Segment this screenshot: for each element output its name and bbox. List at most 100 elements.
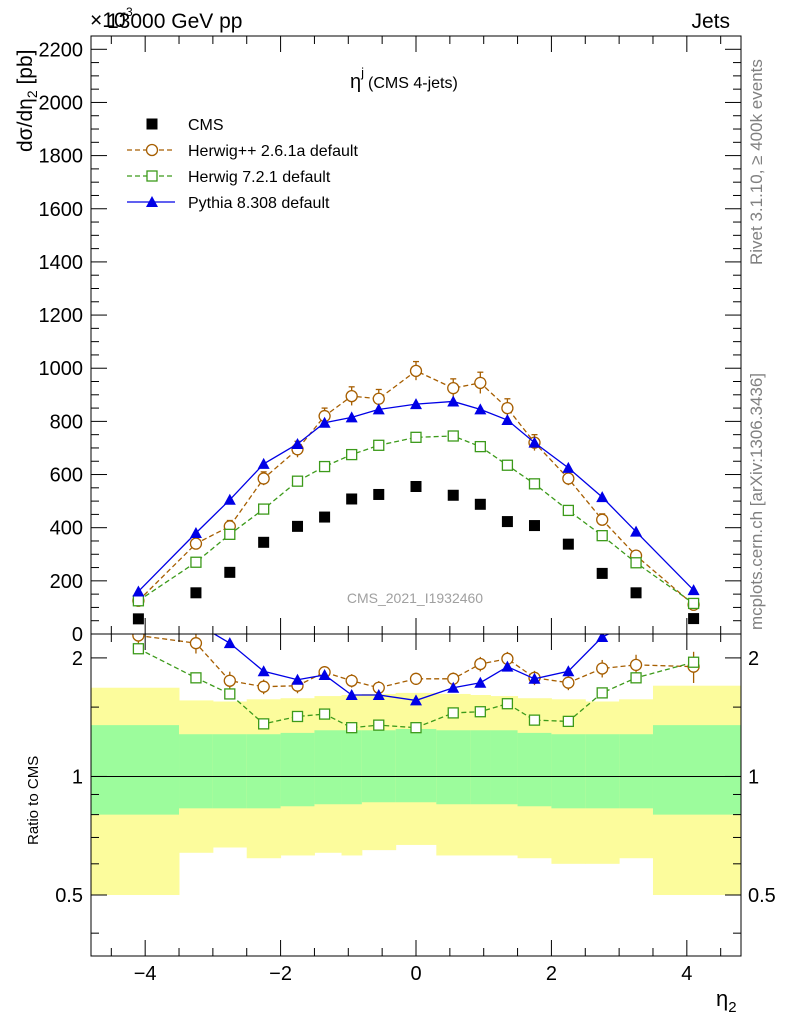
legend-label: CMS (188, 117, 224, 134)
data-point (132, 595, 145, 607)
inner-band-bin (517, 732, 552, 807)
ratio-point (562, 665, 575, 677)
ratio-point (629, 658, 643, 672)
data-point (223, 493, 236, 505)
data-point (528, 436, 541, 448)
data-point (630, 525, 643, 537)
data-point (292, 520, 304, 532)
data-point (501, 459, 514, 471)
plot-title: ηj(CMS 4-jets) (350, 65, 458, 93)
data-point (318, 416, 331, 428)
ratio-point (447, 681, 460, 693)
data-point (447, 489, 459, 501)
inner-band-bin (341, 730, 363, 805)
data-point (224, 566, 236, 578)
data-point (528, 478, 541, 490)
y-tick-label: 800 (50, 411, 83, 433)
data-point (501, 414, 514, 426)
x-tick-label: 2 (546, 963, 557, 985)
ratio-point (132, 643, 145, 655)
ratio-point (257, 680, 270, 693)
ratio-point (345, 674, 358, 687)
ratio-point (562, 676, 575, 689)
data-point (687, 584, 700, 596)
data-point (474, 440, 486, 453)
data-point (257, 472, 270, 485)
data-point (501, 401, 514, 415)
data-point (258, 503, 270, 515)
data-point (447, 395, 460, 407)
data-point (190, 556, 202, 568)
data-point (410, 431, 422, 443)
ratio-y-tick-label-right: 2 (748, 648, 759, 670)
ratio-y-tick-label-right: 1 (748, 766, 759, 788)
ratio-point (373, 719, 385, 731)
data-point (372, 403, 385, 415)
y-tick-label: 0 (72, 624, 83, 646)
inner-band-bin (91, 725, 180, 815)
x-tick-label: −4 (134, 963, 157, 985)
data-point (318, 460, 331, 473)
inner-band-bin (395, 728, 437, 803)
data-point (562, 504, 574, 517)
data-point (562, 461, 575, 473)
series-line (138, 435, 694, 604)
data-point (410, 480, 422, 492)
watermark: CMS_2021_I1932460 (347, 590, 483, 606)
data-point (258, 536, 270, 548)
inner-band-bin (179, 734, 214, 809)
legend-marker (146, 196, 158, 207)
x-tick-label: −2 (269, 963, 292, 985)
ratio-point (596, 634, 609, 643)
ratio-y-tick-label-right: 0.5 (748, 885, 776, 907)
ratio-series-line (138, 648, 694, 729)
ratio-point (409, 672, 423, 685)
y-tick-label: 200 (50, 571, 83, 593)
inner-band-bin (361, 730, 397, 803)
ratio-point (189, 637, 203, 650)
y-tick-label: 1800 (39, 146, 84, 168)
ratio-point (291, 673, 304, 685)
y-tick-label: 1200 (39, 305, 84, 327)
ratio-series-line (138, 634, 694, 689)
inner-band-bin (585, 734, 620, 809)
data-point (410, 398, 422, 410)
inner-band-bin (246, 734, 282, 809)
inner-band-bin (436, 730, 471, 805)
data-point (596, 491, 609, 503)
data-point (474, 403, 487, 415)
ratio-y-tick-label: 0.5 (55, 885, 83, 907)
y-tick-label: 600 (50, 465, 83, 487)
ratio-point (596, 687, 608, 699)
data-point (630, 587, 642, 599)
ratio-y-tick-label: 2 (72, 648, 83, 670)
inner-band-bin (619, 734, 654, 809)
x-tick-label: 0 (410, 963, 421, 985)
ratio-point (291, 710, 304, 723)
y-tick-label: 1600 (39, 199, 84, 221)
data-point (596, 567, 608, 579)
data-point (562, 538, 574, 550)
data-point (372, 392, 385, 405)
data-point (447, 430, 459, 442)
data-point (189, 527, 202, 539)
data-point (132, 613, 144, 625)
legend-marker (146, 170, 158, 182)
data-point (291, 475, 304, 487)
axes: 0200400600800100012001400160018002000220… (39, 36, 776, 985)
ratio-point (345, 689, 358, 701)
inner-band-bin (212, 734, 248, 809)
legend-marker (146, 118, 158, 130)
data-point (319, 511, 331, 523)
data-point (688, 613, 700, 625)
y-tick-label: 2000 (39, 92, 84, 114)
ratio-point (346, 722, 358, 734)
legend-label: Herwig++ 2.6.1a default (188, 143, 358, 160)
energy-label: 13000 GeV pp (107, 10, 242, 33)
ratio-point (630, 672, 642, 684)
data-point (630, 557, 642, 569)
series-line (137, 400, 695, 592)
ratio-point (132, 634, 145, 642)
data-point (224, 528, 236, 540)
